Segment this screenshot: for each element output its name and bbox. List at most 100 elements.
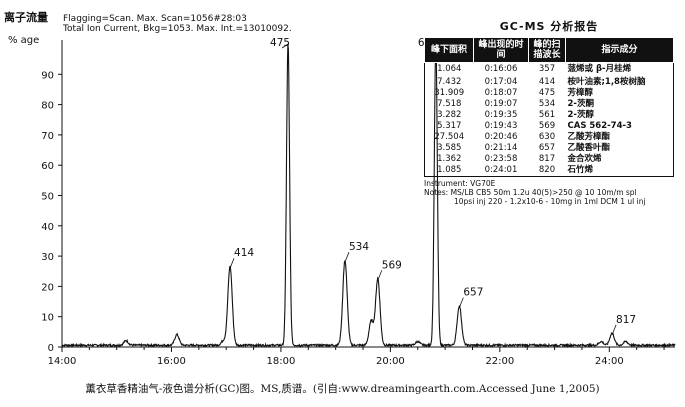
axes	[61, 40, 675, 348]
header-component: 指示成分	[565, 37, 674, 63]
y-axis-label: % age	[8, 35, 39, 46]
y-tick-label: 0	[48, 343, 54, 354]
ion-current-trace	[61, 43, 676, 349]
area-cell: 1.064	[437, 64, 462, 75]
time-cell: 0:19:35	[484, 109, 518, 120]
time-cell: 0:16:06	[484, 64, 518, 75]
component-cell: 乙酸香叶酯	[567, 142, 611, 153]
component-cell: 蒎烯或 β-月桂烯	[567, 64, 632, 75]
y-tick-label: 80	[41, 101, 54, 112]
instrument-note: Instrument: VG70E	[424, 178, 496, 188]
component-cell: 芳樟醇	[567, 87, 594, 98]
area-cell: 1.362	[437, 153, 462, 164]
peak-label: 414	[234, 247, 254, 259]
header-label: 离子流量	[4, 10, 48, 24]
figure-caption: 薰衣草香精油气-液色谱分析(GC)图。MS,质谱。(引自:www.dreamin…	[85, 383, 600, 395]
y-tick-label: 60	[41, 161, 54, 172]
peak-label: 569	[382, 259, 402, 271]
x-tick-label: 16:00	[157, 356, 186, 367]
x-tick-label: 22:00	[485, 356, 514, 367]
y-tick-label: 20	[41, 282, 54, 293]
report-title: GC-MS 分析报告	[499, 20, 599, 33]
report-notes: Instrument: VG70E Notes: MS/LB CB5 50m 1…	[424, 179, 674, 206]
scan-cell: 414	[538, 76, 556, 87]
x-tick-label: 18:00	[267, 356, 296, 367]
component-cell: 金合欢烯	[567, 153, 602, 164]
y-tick-label: 30	[41, 252, 54, 263]
time-cell: 0:19:43	[484, 120, 518, 131]
report-header-row: 峰下面积 峰出现的时间 峰的扫描波长 指示成分	[424, 37, 674, 63]
component-cell: CAS 562-74-3	[567, 120, 632, 131]
peak-labels: 414475534569630657817	[229, 37, 636, 336]
report-row: 3.585 0:21:14 657 乙酸香叶酯	[425, 143, 674, 154]
y-tick-label: 40	[41, 222, 54, 233]
time-cell: 0:24:01	[484, 164, 518, 175]
peak-leader-line	[281, 43, 289, 49]
peak-leader-line	[458, 297, 464, 308]
report-body: 1.064 0:16:06 357 蒎烯或 β-月桂烯 7.432 0:17:04 414 桉…	[425, 63, 674, 177]
header-area: 峰下面积	[424, 37, 474, 63]
component-cell: 2-茨酮	[567, 98, 594, 109]
header-line2: Total Ion Current, Bkg=1053. Max. Int.=1…	[62, 24, 292, 34]
scan-cell: 630	[538, 131, 556, 142]
area-cell: 3.585	[437, 142, 462, 153]
peak-label: 534	[349, 241, 369, 253]
area-cell: 3.282	[437, 109, 462, 120]
x-tick-label: 20:00	[376, 356, 405, 367]
peak-label: 475	[270, 37, 290, 49]
area-cell: 7.518	[437, 98, 462, 109]
scan-cell: 475	[538, 87, 556, 98]
area-cell: 5.317	[437, 120, 462, 131]
report-row: 31.909 0:18:07 475 芳樟醇	[425, 88, 674, 99]
peak-leader-line	[344, 252, 350, 263]
peak-leader-line	[377, 270, 383, 281]
area-cell: 1.085	[437, 164, 462, 175]
area-cell: 31.909	[434, 87, 465, 98]
notes-line1: Notes: MS/LB CB5 50m 1.2u 40(5)>250 @ 10…	[424, 187, 637, 197]
x-tick-label: 24:00	[595, 356, 624, 367]
report-row: 1.362 0:23:58 817 金合欢烯	[425, 154, 674, 165]
report-table: 峰下面积 峰出现的时间 峰的扫描波长 指示成分 1.064 0:16:06 357 蒎…	[424, 37, 674, 177]
report-row: 3.282 0:19:35 561 2-茨醇	[425, 110, 674, 121]
report-row: 1.064 0:16:06 357 蒎烯或 β-月桂烯	[425, 63, 674, 77]
scan-cell: 657	[538, 142, 556, 153]
scan-cell: 820	[538, 164, 556, 175]
report-row: 5.317 0:19:43 569 CAS 562-74-3	[425, 121, 674, 132]
time-cell: 0:17:04	[484, 76, 518, 87]
component-cell: 桉叶油素;1,8桉树脑	[567, 76, 646, 87]
peak-leader-line	[229, 258, 235, 269]
report-row: 1.085 0:24:01 820 石竹烯	[425, 165, 674, 177]
peak-leader-line	[611, 324, 617, 336]
component-cell: 2-茨醇	[567, 109, 594, 120]
report-row: 7.518 0:19:07 534 2-茨酮	[425, 99, 674, 110]
x-tick-label: 14:00	[48, 356, 77, 367]
gcms-report-panel: GC-MS 分析报告 峰下面积 峰出现的时间 峰的扫描波长 指示成分 1.064…	[424, 18, 674, 206]
time-cell: 0:18:07	[484, 87, 518, 98]
area-cell: 7.432	[437, 76, 462, 87]
scan-cell: 561	[538, 109, 556, 120]
report-row: 27.504 0:20:46 630 乙酸芳樟酯	[425, 132, 674, 143]
y-tick-label: 90	[41, 70, 54, 81]
header-time: 峰出现的时间	[473, 37, 529, 63]
header-scan: 峰的扫描波长	[528, 37, 566, 63]
y-tick-label: 10	[41, 313, 54, 324]
y-tick-label: 50	[41, 192, 54, 203]
time-cell: 0:20:46	[484, 131, 518, 142]
axis-ticks: 0 10 20 30 40 50 60 70 80 90 14:00 16:00 18:00 20:00 2…	[41, 70, 665, 367]
header-line1: Flagging=Scan. Max. Scan=1056#28:03	[63, 14, 247, 24]
peak-label: 817	[616, 314, 636, 326]
scan-cell: 817	[538, 153, 556, 164]
time-cell: 0:21:14	[484, 142, 518, 153]
y-tick-label: 70	[41, 131, 54, 142]
time-cell: 0:19:07	[484, 98, 518, 109]
scan-cell: 357	[538, 64, 556, 75]
area-cell: 27.504	[434, 131, 465, 142]
notes-line2: 10psi inj 220 - 1.2x10-6 - 10mg in 1ml D…	[454, 196, 646, 206]
component-cell: 乙酸芳樟酯	[567, 131, 611, 142]
peak-label: 657	[463, 287, 483, 299]
time-cell: 0:23:58	[484, 153, 518, 164]
component-cell: 石竹烯	[567, 164, 594, 175]
scan-cell: 534	[538, 98, 556, 109]
scan-cell: 569	[538, 120, 556, 131]
